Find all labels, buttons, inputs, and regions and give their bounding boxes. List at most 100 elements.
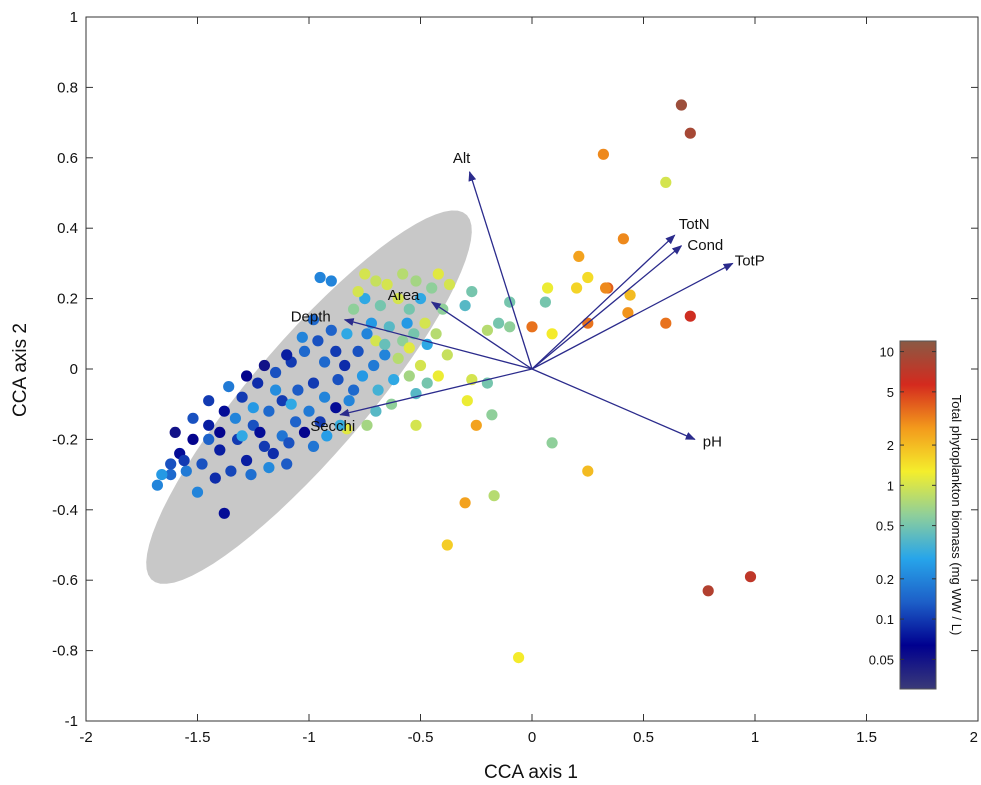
data-point [513, 652, 525, 664]
data-point [381, 278, 393, 291]
data-point [218, 507, 230, 519]
data-point [247, 419, 259, 431]
data-point [426, 282, 438, 294]
data-point [622, 307, 634, 319]
data-point [443, 278, 456, 291]
data-point [370, 405, 382, 417]
data-point [296, 331, 308, 343]
data-point [319, 356, 331, 368]
data-point [379, 349, 391, 361]
y-tick-label: -1 [65, 713, 78, 730]
vector-label-ph: pH [703, 433, 722, 450]
data-point [414, 293, 427, 305]
data-point [481, 324, 493, 336]
data-point [361, 328, 373, 340]
data-point [432, 268, 444, 280]
y-tick-label: 0.2 [57, 291, 78, 308]
data-point [401, 317, 413, 329]
data-point [203, 433, 215, 445]
colorbar: 0.05 0.1 0.2 0.5 1 2 5 10 Total phytoplankton bi… [869, 340, 964, 690]
data-point [397, 335, 409, 347]
y-tick-label: -0.4 [52, 502, 78, 519]
data-point [361, 419, 373, 431]
data-point [178, 454, 190, 467]
vector-totp [531, 262, 734, 370]
data-point [180, 465, 192, 477]
data-point [276, 395, 288, 407]
colorbar-tick-label: 2 [887, 438, 894, 453]
y-tick-label: 1 [70, 9, 78, 26]
x-tick-label: -1 [302, 729, 315, 746]
data-point [624, 289, 636, 301]
data-point [419, 317, 431, 329]
data-point [539, 296, 552, 308]
data-point [432, 370, 444, 382]
environmental-vectors-layer: Alt TotN Cond TotP Area Depth Secchi pH [291, 150, 765, 451]
data-point [410, 275, 422, 287]
data-point [292, 384, 304, 396]
data-point [325, 324, 337, 336]
data-point [379, 338, 391, 350]
vector-cond [531, 245, 683, 370]
data-point [392, 293, 404, 305]
data-point [191, 486, 204, 498]
colorbar-tick-label: 0.5 [876, 519, 894, 534]
data-point [307, 314, 320, 326]
vector-ph [531, 368, 696, 440]
data-point [339, 359, 351, 372]
data-point [441, 349, 453, 361]
data-point [276, 430, 288, 442]
data-point [241, 370, 253, 382]
data-point [332, 374, 344, 386]
data-point [290, 416, 302, 428]
data-point [263, 405, 275, 417]
y-tick-label: 0.4 [57, 220, 78, 237]
data-point [187, 433, 199, 445]
vector-label-secchi: Secchi [310, 418, 355, 435]
data-point [430, 328, 442, 340]
data-point [267, 447, 279, 460]
data-point [225, 465, 237, 477]
data-point [283, 437, 295, 449]
data-point [582, 465, 594, 477]
data-point [486, 409, 498, 421]
data-point [325, 275, 337, 287]
data-point [660, 317, 672, 329]
data-point [675, 99, 688, 111]
data-point [684, 310, 696, 322]
data-point [314, 416, 326, 428]
data-points-layer [151, 99, 757, 664]
data-point [223, 381, 235, 393]
data-point [236, 391, 248, 403]
data-point [348, 303, 360, 315]
data-point [352, 286, 364, 298]
data-point [470, 419, 482, 431]
data-point [493, 317, 505, 329]
data-point [270, 366, 282, 379]
x-tick-label: 2 [970, 729, 978, 746]
data-point [165, 469, 177, 481]
data-point [571, 282, 583, 294]
data-point [218, 405, 230, 417]
data-point [374, 300, 386, 312]
colorbar-title: Total phytoplankton biomass (mg WW / L) [949, 395, 964, 636]
vector-label-alt: Alt [453, 150, 471, 167]
x-tick-label: 0.5 [633, 729, 654, 746]
x-tick-label: 0 [528, 729, 536, 746]
data-point [370, 335, 382, 347]
data-point [383, 321, 395, 333]
x-tick-label: -0.5 [408, 729, 434, 746]
data-point [597, 148, 610, 160]
data-point [203, 395, 215, 407]
data-point [392, 352, 404, 364]
y-tick-label: -0.2 [52, 431, 78, 448]
data-point [247, 402, 259, 414]
data-point [359, 293, 371, 305]
data-point [214, 444, 226, 456]
x-axis-title: CCA axis 1 [484, 762, 578, 783]
data-point [214, 426, 226, 438]
data-point [252, 377, 264, 389]
data-point [372, 384, 384, 396]
colorbar-scale [899, 340, 937, 690]
data-point [263, 462, 275, 474]
